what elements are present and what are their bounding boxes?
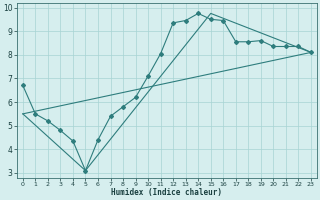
X-axis label: Humidex (Indice chaleur): Humidex (Indice chaleur) (111, 188, 222, 197)
